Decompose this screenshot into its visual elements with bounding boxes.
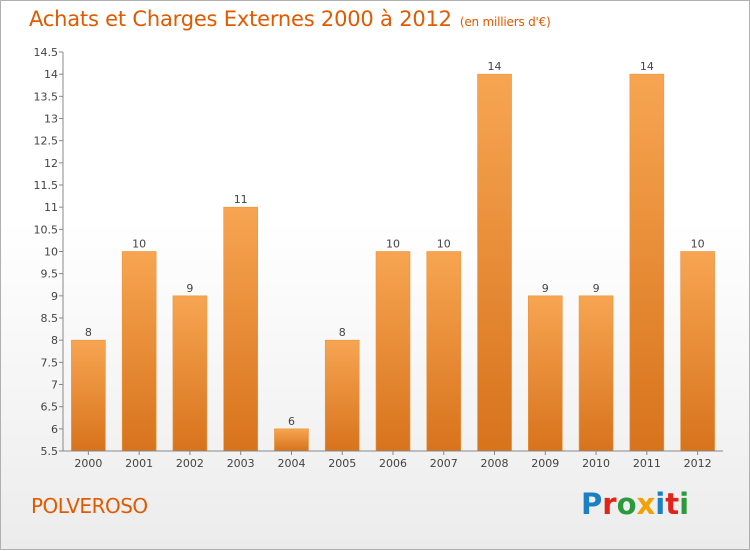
data-label: 6 bbox=[288, 415, 295, 428]
y-tick-label: 10.5 bbox=[34, 223, 59, 236]
x-tick-label: 2003 bbox=[227, 457, 255, 470]
data-label: 10 bbox=[437, 238, 451, 251]
commune-name: POLVEROSO bbox=[31, 494, 148, 518]
proxiti-logo[interactable]: Proxiti bbox=[581, 487, 689, 521]
logo-letter: i bbox=[655, 487, 666, 521]
data-label: 9 bbox=[542, 282, 549, 295]
x-tick-label: 2009 bbox=[531, 457, 559, 470]
logo-letter: t bbox=[665, 487, 680, 521]
x-tick-label: 2004 bbox=[277, 457, 305, 470]
chart-title: Achats et Charges Externes 2000 à 2012 (e… bbox=[29, 7, 551, 31]
x-tick-label: 2012 bbox=[684, 457, 712, 470]
data-label: 8 bbox=[339, 326, 346, 339]
data-label: 10 bbox=[386, 238, 400, 251]
y-tick-label: 11 bbox=[44, 201, 58, 214]
data-label: 8 bbox=[85, 326, 92, 339]
data-label: 9 bbox=[593, 282, 600, 295]
x-tick-label: 2006 bbox=[379, 457, 407, 470]
data-label: 9 bbox=[186, 282, 193, 295]
bars: 8 10 9 11 6 8 10 10 14 9 9 14 10 bbox=[71, 60, 715, 452]
data-label: 10 bbox=[691, 238, 705, 251]
bar-2002[interactable] bbox=[172, 295, 208, 452]
y-axis: 5.5 6 6.5 7 7.5 8 8.5 9 9.5 10 10.5 11 11.5 12 12.5 13 1… bbox=[34, 46, 64, 458]
bar-2009[interactable] bbox=[528, 295, 563, 452]
data-label: 14 bbox=[488, 60, 502, 73]
bar-2000[interactable] bbox=[71, 339, 106, 452]
x-tick-label: 2002 bbox=[176, 457, 204, 470]
y-tick-label: 14.5 bbox=[34, 46, 59, 59]
x-tick-label: 2010 bbox=[582, 457, 610, 470]
y-tick-label: 7.5 bbox=[41, 356, 59, 369]
x-tick-label: 2007 bbox=[430, 457, 458, 470]
chart-unit: (en milliers d'€) bbox=[459, 15, 551, 29]
y-tick-label: 14 bbox=[44, 68, 58, 81]
bar-2006[interactable] bbox=[375, 251, 411, 452]
y-tick-label: 8 bbox=[51, 334, 58, 347]
y-tick-label: 6 bbox=[51, 423, 58, 436]
logo-letter: P bbox=[581, 487, 603, 521]
chart-title-text: Achats et Charges Externes 2000 à 2012 bbox=[29, 7, 452, 31]
bar-2001[interactable] bbox=[121, 251, 157, 452]
y-tick-label: 11.5 bbox=[34, 179, 59, 192]
bar-2007[interactable] bbox=[426, 251, 462, 452]
y-tick-label: 10 bbox=[44, 246, 58, 259]
x-tick-label: 2005 bbox=[328, 457, 356, 470]
bar-2003[interactable] bbox=[223, 206, 258, 452]
bar-2004[interactable] bbox=[274, 428, 309, 452]
logo-letter: r bbox=[602, 487, 617, 521]
y-tick-label: 9.5 bbox=[41, 268, 59, 281]
y-tick-label: 6.5 bbox=[41, 401, 59, 414]
bar-2005[interactable] bbox=[324, 339, 360, 452]
y-tick-label: 5.5 bbox=[41, 445, 59, 458]
data-label: 11 bbox=[234, 193, 248, 206]
x-tick-label: 2001 bbox=[125, 457, 153, 470]
y-tick-label: 13.5 bbox=[34, 90, 59, 103]
bar-2008[interactable] bbox=[477, 73, 512, 452]
y-tick-label: 12.5 bbox=[34, 135, 59, 148]
data-label: 10 bbox=[132, 238, 146, 251]
y-tick-label: 7 bbox=[51, 379, 58, 392]
logo-letter: i bbox=[679, 487, 690, 521]
bar-2012[interactable] bbox=[680, 251, 715, 452]
x-tick-label: 2011 bbox=[633, 457, 661, 470]
y-tick-label: 12 bbox=[44, 157, 58, 170]
x-axis: 2000 2001 2002 2003 2004 2005 2006 2007 2008 2009… bbox=[63, 450, 723, 470]
y-tick-label: 13 bbox=[44, 113, 58, 126]
logo-letter: o bbox=[616, 487, 637, 521]
data-label: 14 bbox=[640, 60, 654, 73]
logo-letter: x bbox=[636, 487, 656, 521]
bar-2011[interactable] bbox=[629, 73, 665, 452]
x-tick-label: 2008 bbox=[481, 457, 509, 470]
y-tick-label: 8.5 bbox=[41, 312, 59, 325]
x-tick-label: 2000 bbox=[74, 457, 102, 470]
bar-2010[interactable] bbox=[578, 295, 614, 452]
y-tick-label: 9 bbox=[51, 290, 58, 303]
